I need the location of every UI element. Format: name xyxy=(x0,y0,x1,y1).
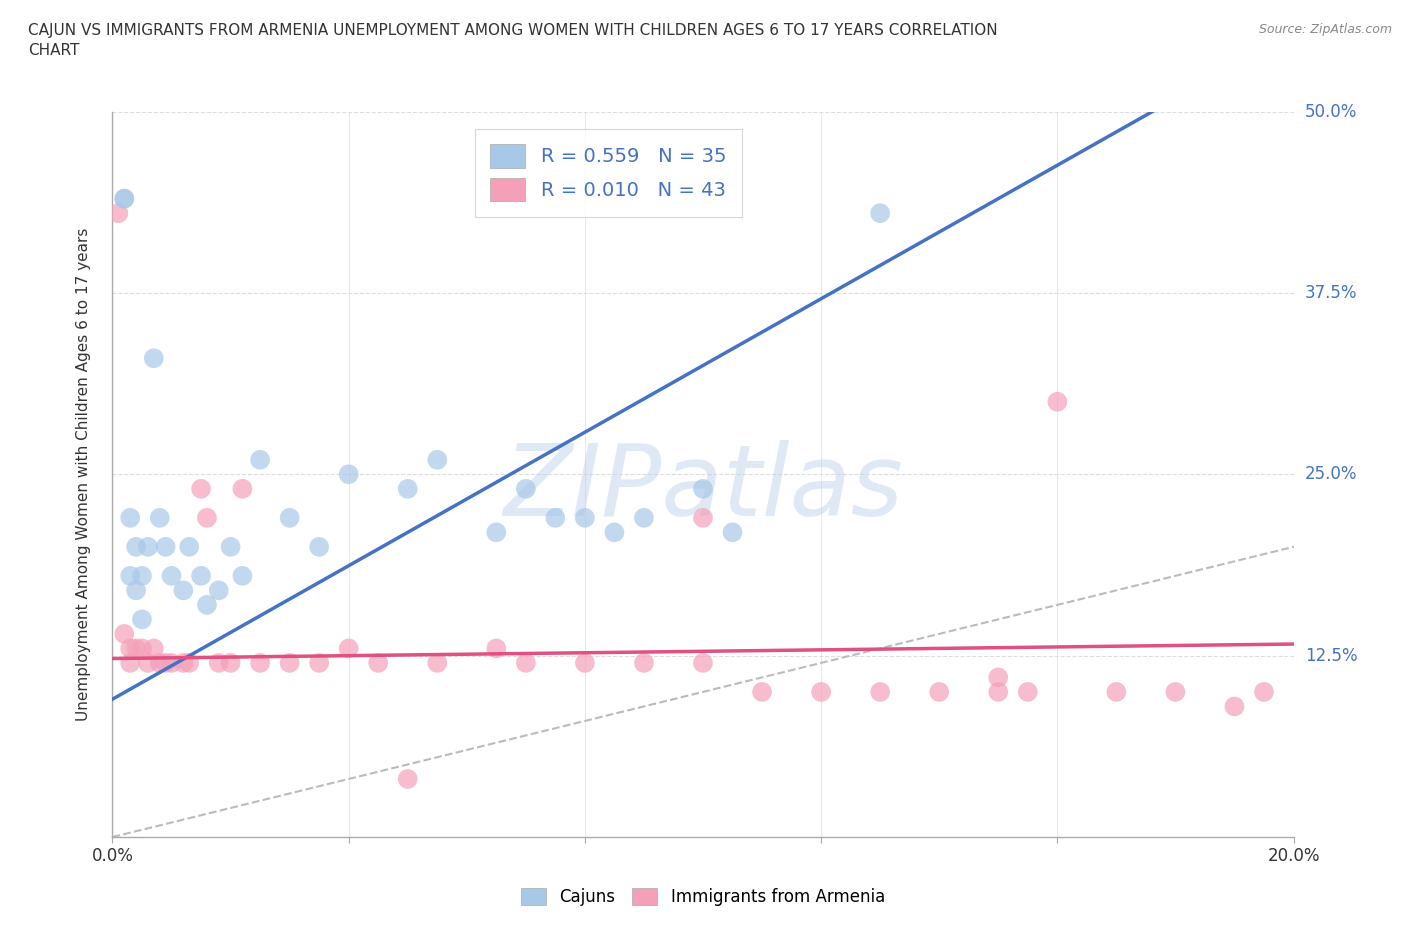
Point xyxy=(396,482,419,497)
Point xyxy=(633,511,655,525)
Point xyxy=(112,192,135,206)
Point xyxy=(337,641,360,656)
Point xyxy=(160,656,183,671)
Legend: Cajuns, Immigrants from Armenia: Cajuns, Immigrants from Armenia xyxy=(515,881,891,912)
Point xyxy=(231,568,253,583)
Point xyxy=(485,525,508,539)
Point xyxy=(195,597,218,612)
Point xyxy=(367,656,389,671)
Text: ZIPatlas: ZIPatlas xyxy=(503,440,903,538)
Point xyxy=(190,482,212,497)
Point xyxy=(1253,684,1275,699)
Point xyxy=(208,583,231,598)
Point xyxy=(172,656,194,671)
Point xyxy=(574,511,596,525)
Point xyxy=(120,656,142,671)
Text: CAJUN VS IMMIGRANTS FROM ARMENIA UNEMPLOYMENT AMONG WOMEN WITH CHILDREN AGES 6 T: CAJUN VS IMMIGRANTS FROM ARMENIA UNEMPLO… xyxy=(28,23,998,58)
Point xyxy=(692,511,714,525)
Point xyxy=(278,511,301,525)
Point xyxy=(120,511,142,525)
Point xyxy=(515,656,537,671)
Legend: R = 0.559   N = 35, R = 0.010   N = 43: R = 0.559 N = 35, R = 0.010 N = 43 xyxy=(475,128,742,217)
Point xyxy=(869,684,891,699)
Point xyxy=(1164,684,1187,699)
Point xyxy=(633,656,655,671)
Point xyxy=(190,568,212,583)
Point xyxy=(249,656,271,671)
Text: Source: ZipAtlas.com: Source: ZipAtlas.com xyxy=(1258,23,1392,36)
Point xyxy=(131,612,153,627)
Point xyxy=(136,539,159,554)
Point xyxy=(928,684,950,699)
Point xyxy=(810,684,832,699)
Y-axis label: Unemployment Among Women with Children Ages 6 to 17 years: Unemployment Among Women with Children A… xyxy=(76,228,91,721)
Point xyxy=(751,684,773,699)
Point xyxy=(603,525,626,539)
Point xyxy=(308,539,330,554)
Text: 37.5%: 37.5% xyxy=(1305,284,1357,302)
Point xyxy=(544,511,567,525)
Text: 50.0%: 50.0% xyxy=(1305,102,1357,121)
Point xyxy=(120,568,142,583)
Point xyxy=(1046,394,1069,409)
Point xyxy=(125,539,148,554)
Point xyxy=(1105,684,1128,699)
Point xyxy=(515,482,537,497)
Point xyxy=(179,656,201,671)
Point xyxy=(869,206,891,220)
Point xyxy=(426,452,449,467)
Point xyxy=(149,656,172,671)
Point xyxy=(160,568,183,583)
Point xyxy=(120,641,142,656)
Point xyxy=(249,452,271,467)
Point xyxy=(179,539,201,554)
Point xyxy=(142,641,165,656)
Point xyxy=(278,656,301,671)
Point xyxy=(142,351,165,365)
Point xyxy=(131,568,153,583)
Point xyxy=(1223,699,1246,714)
Point xyxy=(426,656,449,671)
Point xyxy=(721,525,744,539)
Point xyxy=(987,684,1010,699)
Point xyxy=(987,670,1010,684)
Point xyxy=(308,656,330,671)
Point xyxy=(155,539,177,554)
Point xyxy=(149,511,172,525)
Point xyxy=(107,206,129,220)
Point xyxy=(172,583,194,598)
Point xyxy=(136,656,159,671)
Point xyxy=(485,641,508,656)
Point xyxy=(208,656,231,671)
Point xyxy=(231,482,253,497)
Point xyxy=(219,656,242,671)
Text: 12.5%: 12.5% xyxy=(1305,646,1357,665)
Text: 25.0%: 25.0% xyxy=(1305,465,1357,484)
Point xyxy=(337,467,360,482)
Point xyxy=(692,656,714,671)
Point xyxy=(574,656,596,671)
Point xyxy=(125,641,148,656)
Point xyxy=(131,641,153,656)
Point xyxy=(112,192,135,206)
Point xyxy=(219,539,242,554)
Point xyxy=(1017,684,1039,699)
Point xyxy=(195,511,218,525)
Point xyxy=(155,656,177,671)
Point xyxy=(125,583,148,598)
Point xyxy=(396,772,419,787)
Point xyxy=(112,627,135,642)
Point xyxy=(692,482,714,497)
